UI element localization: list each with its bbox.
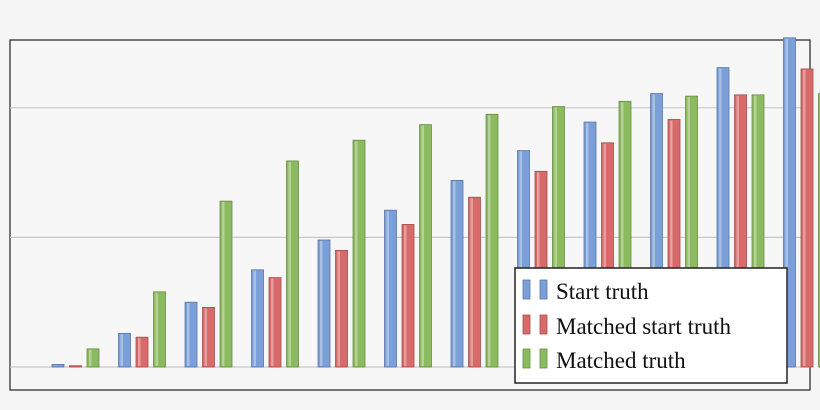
bar-highlight-series-1-cat-2 (138, 338, 141, 366)
bar-series-0-cat-5 (318, 240, 330, 367)
legend-swatch-matched-start-truth (523, 315, 530, 334)
bar-series-0-cat-6 (385, 210, 397, 367)
legend: Start truth Matched start truth Matched … (515, 268, 787, 383)
legend-label-matched-truth: Matched truth (556, 348, 686, 373)
bar-highlight-series-1-cat-3 (205, 308, 208, 366)
bar-series-0-cat-3 (185, 302, 197, 367)
bar-series-0-cat-4 (252, 270, 264, 367)
bar-series-2-cat-2 (154, 292, 166, 367)
bar-highlight-series-2-cat-3 (222, 202, 225, 366)
bar-series-0-cat-2 (119, 333, 131, 367)
bar-series-1-cat-2 (136, 337, 148, 367)
bar-highlight-series-2-cat-1 (89, 350, 92, 366)
legend-swatch-matched-truth (523, 349, 530, 368)
bar-highlight-series-2-cat-6 (422, 126, 425, 366)
bar-highlight-series-2-cat-4 (289, 162, 292, 366)
bar-highlight-series-2-cat-7 (488, 115, 491, 366)
bar-series-2-cat-6 (420, 125, 432, 367)
bar-series-2-cat-3 (220, 201, 232, 367)
bar-series-2-cat-5 (353, 140, 365, 367)
bar-highlight-series-1-cat-12 (803, 70, 806, 366)
bar-series-0-cat-1 (52, 364, 64, 367)
bar-series-2-cat-1 (87, 349, 99, 367)
bar-highlight-series-0-cat-3 (187, 303, 190, 366)
bar-series-1-cat-4 (269, 278, 281, 367)
legend-label-matched-start-truth: Matched start truth (556, 314, 732, 339)
bar-series-2-cat-7 (486, 114, 498, 367)
legend-swatch-start-truth-2 (540, 280, 547, 299)
bar-highlight-series-1-cat-6 (404, 225, 407, 366)
bar-highlight-series-0-cat-7 (453, 181, 456, 366)
bar-series-1-cat-1 (70, 366, 82, 367)
bar-series-1-cat-6 (402, 224, 414, 367)
bar-series-1-cat-7 (469, 197, 481, 367)
bar-highlight-series-1-cat-4 (271, 279, 274, 366)
bar-highlight-series-1-cat-5 (338, 251, 341, 366)
legend-swatch-matched-truth-2 (540, 349, 547, 368)
bar-series-1-cat-3 (203, 307, 215, 367)
bar-series-1-cat-5 (336, 250, 348, 367)
bar-series-2-cat-4 (287, 161, 299, 367)
bar-highlight-series-0-cat-2 (121, 334, 124, 366)
bar-highlight-series-0-cat-1 (54, 365, 57, 366)
legend-label-start-truth: Start truth (556, 279, 649, 304)
bar-highlight-series-2-cat-2 (156, 293, 159, 366)
bar-highlight-series-0-cat-5 (320, 241, 323, 366)
bar-highlight-series-0-cat-6 (387, 211, 390, 366)
legend-swatch-start-truth (523, 280, 530, 299)
legend-swatch-matched-start-truth-2 (540, 315, 547, 334)
bar-series-1-cat-12 (801, 69, 813, 367)
bar-highlight-series-0-cat-4 (254, 271, 257, 366)
bar-series-0-cat-7 (451, 180, 463, 367)
bar-highlight-series-2-cat-5 (355, 141, 358, 366)
bar-highlight-series-1-cat-7 (471, 198, 474, 366)
